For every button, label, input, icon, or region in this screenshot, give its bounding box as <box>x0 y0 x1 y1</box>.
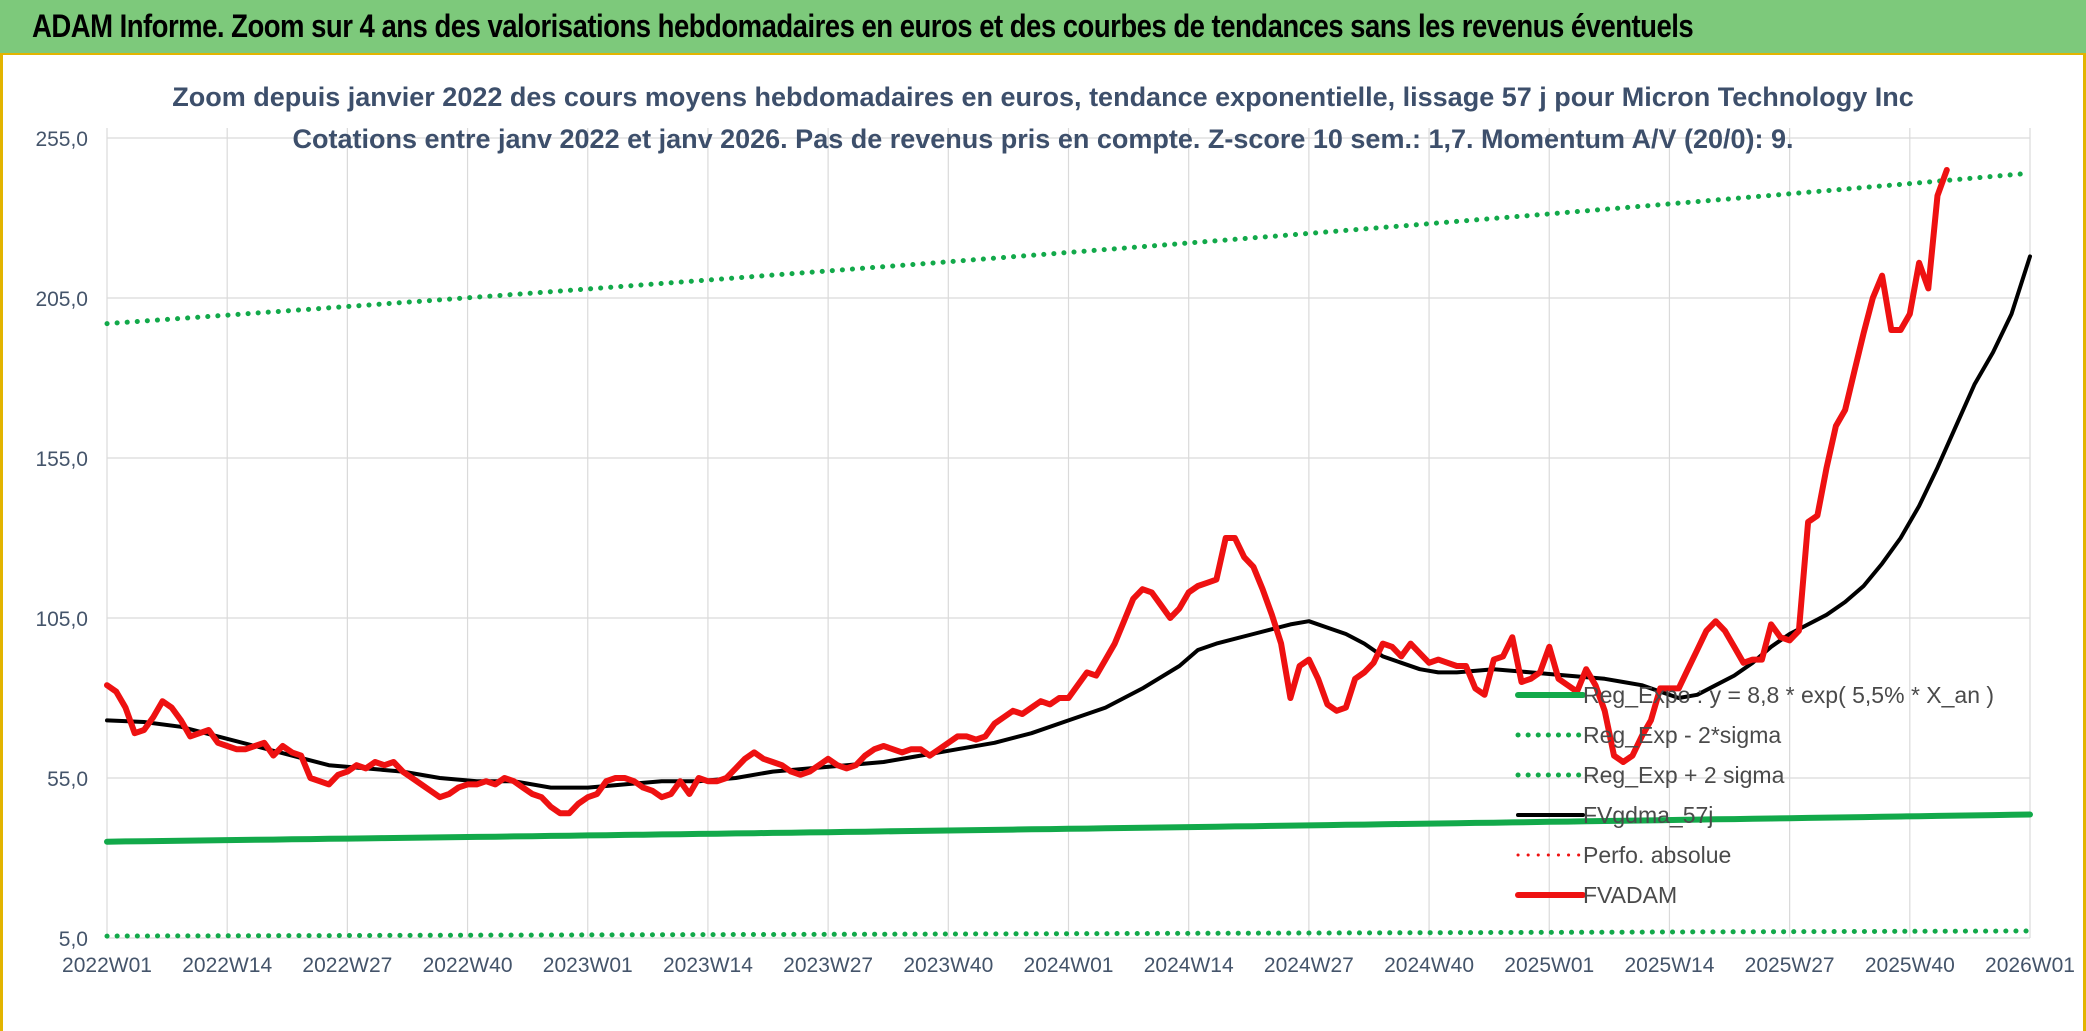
x-tick-label: 2022W40 <box>423 954 513 977</box>
x-tick-label: 2022W14 <box>182 954 272 977</box>
x-tick-label: 2024W40 <box>1384 954 1474 977</box>
x-tick-label: 2023W40 <box>903 954 993 977</box>
x-tick-label: 2022W01 <box>62 954 152 977</box>
legend-label: Perfo. absolue <box>1583 842 1731 868</box>
legend-label: FVADAM <box>1583 882 1677 908</box>
x-tick-label: 2024W27 <box>1264 954 1354 977</box>
x-tick-label: 2023W01 <box>543 954 633 977</box>
series-line-fvgdma-57j <box>105 254 2032 790</box>
y-tick-label: 255,0 <box>35 128 88 151</box>
y-tick-label: 105,0 <box>35 608 88 631</box>
x-tick-label: 2026W01 <box>1985 954 2075 977</box>
series-line-reg-exp-2-sigma <box>104 928 2033 939</box>
chart-title-line-1: Zoom depuis janvier 2022 des cours moyen… <box>172 82 1914 112</box>
legend-label: FVgdma_57j <box>1583 802 1713 828</box>
series-line-reg-expo-y-8-8-exp-5-5-x-an <box>104 811 2033 845</box>
chart-title-line-2: Cotations entre janv 2022 et janv 2026. … <box>292 124 1794 154</box>
report-banner: ADAM Informe. Zoom sur 4 ans des valoris… <box>0 0 2086 55</box>
report-title: ADAM Informe. Zoom sur 4 ans des valoris… <box>32 8 1694 44</box>
x-tick-label: 2025W14 <box>1624 954 1714 977</box>
x-tick-label: 2022W27 <box>302 954 392 977</box>
x-tick-label: 2023W14 <box>663 954 753 977</box>
legend-label: Reg_Expo : y = 8,8 * exp( 5,5% * X_an ) <box>1583 682 1994 708</box>
series-line-fvadam <box>104 167 1950 817</box>
y-tick-label: 205,0 <box>35 288 88 311</box>
x-tick-label: 2025W01 <box>1504 954 1594 977</box>
legend-label: Reg_Exp + 2 sigma <box>1583 762 1785 788</box>
x-tick-label: 2023W27 <box>783 954 873 977</box>
y-tick-label: 5,0 <box>59 928 88 951</box>
x-tick-label: 2025W40 <box>1865 954 1955 977</box>
series-line-reg-exp-2-sigma <box>104 170 2033 327</box>
x-tick-label: 2025W27 <box>1745 954 1835 977</box>
legend-label: Reg_Exp - 2*sigma <box>1583 722 1781 748</box>
chart-frame <box>0 55 2086 1031</box>
y-tick-label: 55,0 <box>47 768 88 791</box>
x-tick-label: 2024W01 <box>1024 954 1114 977</box>
y-tick-label: 155,0 <box>35 448 88 471</box>
x-tick-label: 2024W14 <box>1144 954 1234 977</box>
